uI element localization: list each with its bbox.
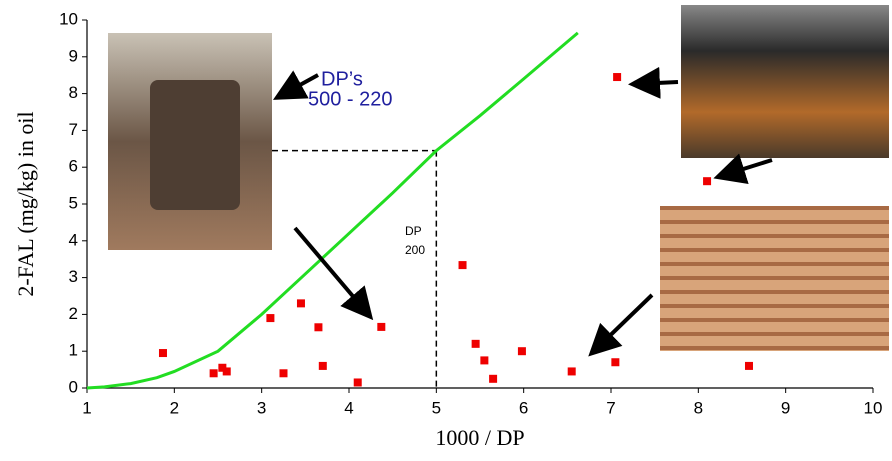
point [567,367,576,376]
point [703,177,712,186]
point [209,369,218,378]
point [158,349,167,358]
annotation: DP [405,224,422,238]
point [318,361,327,370]
x-tick-label: 1 [82,398,91,417]
y-tick-label: 4 [69,230,78,249]
x-tick-label: 10 [864,398,883,417]
point [377,322,386,331]
x-tick-label: 3 [257,398,266,417]
annotation: 500 - 220 [308,88,393,110]
annotation: DP’s [321,68,363,90]
point [314,323,323,332]
point [471,339,480,348]
x-axis-title: 1000 / DP [435,425,524,450]
point [517,347,526,356]
photo [681,5,889,158]
point [218,363,227,372]
x-tick-label: 5 [432,398,441,417]
y-tick-label: 8 [69,83,78,102]
point [279,369,288,378]
x-tick-label: 4 [344,398,353,417]
y-tick-label: 10 [59,9,78,28]
y-tick-label: 0 [69,377,78,396]
y-tick-label: 3 [69,267,78,286]
point [480,356,489,365]
point [222,367,231,376]
point [458,261,467,270]
x-tick-label: 9 [781,398,790,417]
x-tick-label: 6 [519,398,528,417]
y-tick-label: 2 [69,304,78,323]
photo-detail [150,80,240,210]
y-tick-label: 7 [69,120,78,139]
y-tick-label: 1 [69,341,78,360]
x-tick-label: 2 [170,398,179,417]
y-tick-label: 9 [69,46,78,65]
point [266,314,275,323]
point [611,358,620,367]
point [489,374,498,383]
line [86,31,579,390]
y-tick-label: 5 [69,193,78,212]
point [296,299,305,308]
x-tick-label: 8 [694,398,703,417]
y-tick-label: 6 [69,157,78,176]
photo [660,206,889,351]
point [353,378,362,387]
annotation: 200 [405,243,425,257]
y-axis-title: 2-FAL (mg/kg) in oil [13,111,38,296]
arrows [272,66,773,357]
point [613,73,622,82]
point [744,361,753,370]
x-tick-label: 7 [606,398,615,417]
